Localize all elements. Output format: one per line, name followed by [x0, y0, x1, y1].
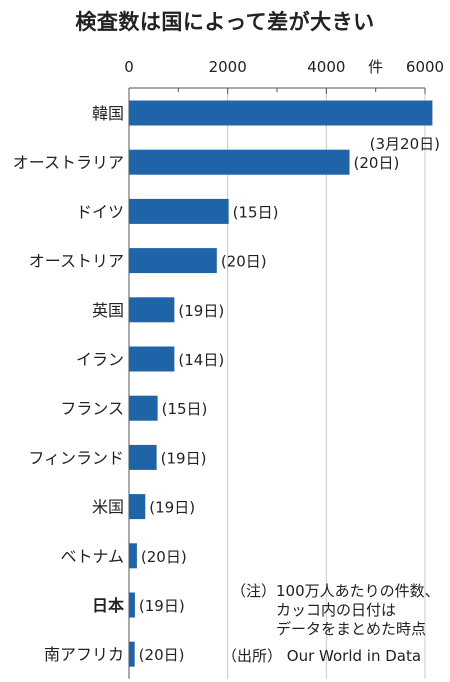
bar — [129, 297, 175, 323]
unit-label: 件 — [368, 58, 383, 76]
category-label: 英国 — [92, 301, 124, 320]
bar — [129, 149, 350, 175]
category-label: 日本 — [92, 596, 124, 615]
category-label: 南アフリカ — [44, 645, 124, 664]
category-label: ベトナム — [60, 547, 124, 566]
data-label: (20日) — [354, 154, 400, 172]
category-label: オーストリア — [29, 252, 124, 271]
category-label: 米国 — [92, 498, 124, 517]
data-label: (19日) — [161, 449, 207, 467]
note-line-1: （注）100万人あたりの件数、 — [231, 582, 440, 600]
bar — [129, 198, 229, 224]
note-line-4: （出所） Our World in Data — [222, 647, 422, 665]
category-label: 韓国 — [92, 104, 124, 123]
bar — [129, 592, 135, 618]
data-label: (19日) — [178, 302, 224, 320]
bar — [129, 543, 137, 569]
data-label: (14日) — [178, 351, 224, 369]
category-label: オーストラリア — [13, 153, 124, 172]
category-label: イラン — [76, 350, 124, 369]
axis-layer: 0 2000 4000 6000 件 — [124, 58, 444, 679]
data-label: (19日) — [149, 499, 195, 517]
data-label: (20日) — [141, 548, 187, 566]
x-tick-label: 6000 — [406, 58, 444, 76]
x-tick-label: 2000 — [209, 58, 247, 76]
bar — [129, 346, 175, 372]
category-label: ドイツ — [76, 202, 124, 221]
chart-title: 検査数は国によって差が大きい — [75, 10, 375, 34]
bar — [129, 444, 157, 470]
data-label: (20日) — [139, 646, 185, 664]
bars-layer — [129, 100, 433, 667]
note-line-2: カッコ内の日付は — [276, 601, 397, 619]
x-tick-label: 0 — [124, 58, 134, 76]
bar — [129, 641, 135, 667]
bar — [129, 494, 146, 520]
category-label: フィンランド — [28, 448, 124, 467]
bar — [129, 395, 158, 421]
x-tick-label: 4000 — [307, 58, 345, 76]
labels-layer: 韓国 (3月20日) オーストラリア (20日) ドイツ (15日) オーストリア (20日)… — [13, 104, 440, 664]
data-label: (15日) — [162, 400, 208, 418]
data-label: (20日) — [221, 253, 267, 271]
data-label: (15日) — [233, 203, 279, 221]
category-label: フランス — [60, 399, 124, 418]
data-label: (19日) — [139, 597, 185, 615]
bar — [129, 100, 433, 126]
grid-layer — [227, 88, 426, 679]
bar — [129, 248, 217, 274]
data-label: (3月20日) — [370, 135, 440, 153]
note-line-3: データをまとめた時点 — [276, 620, 427, 638]
